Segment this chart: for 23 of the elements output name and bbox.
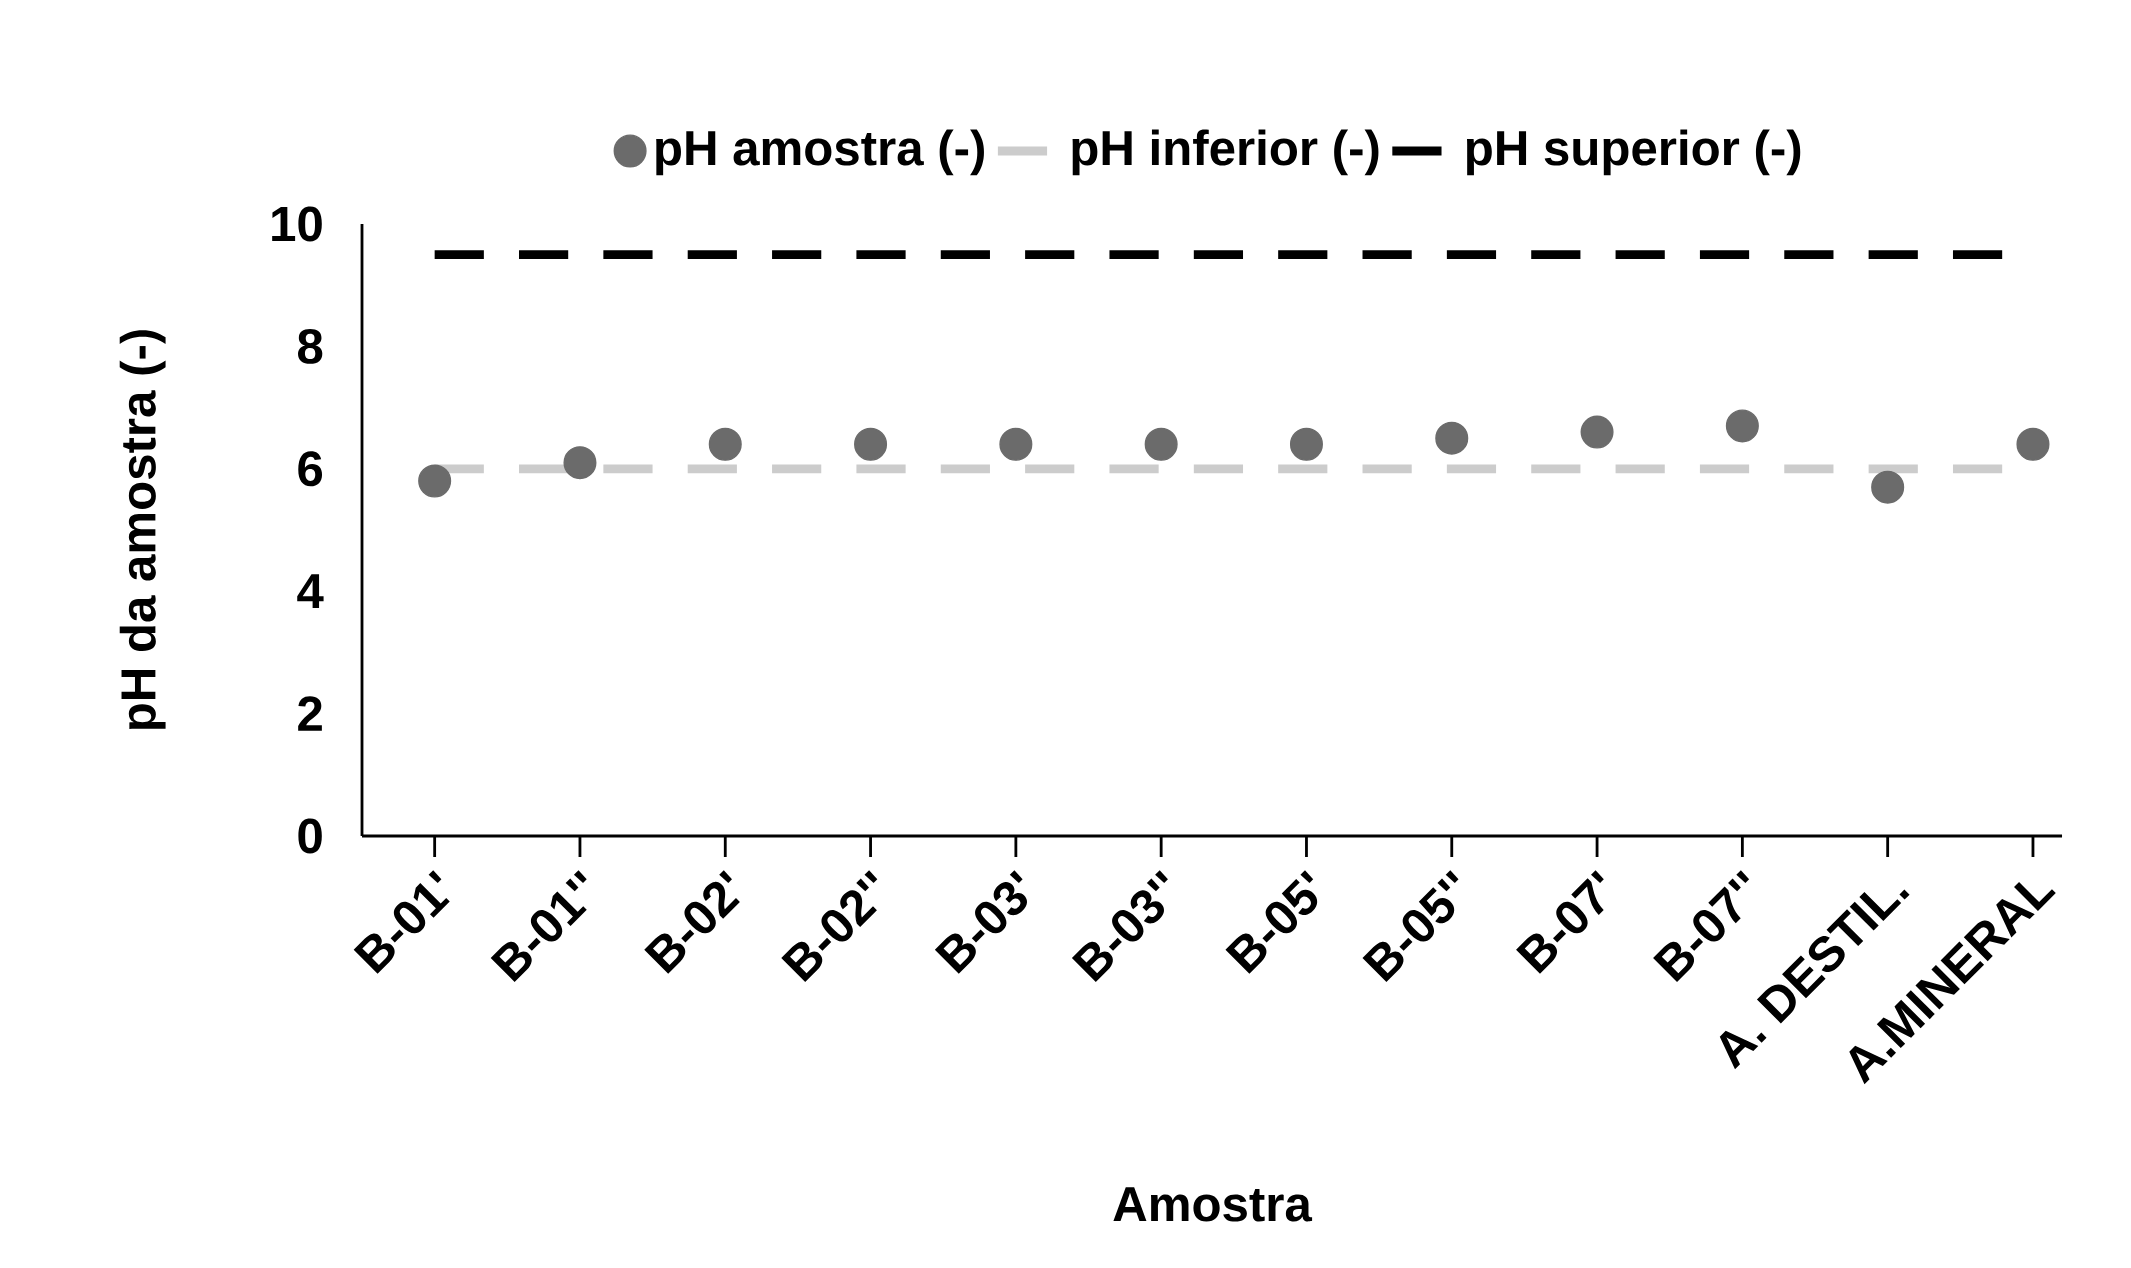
y-tick-label: 0 (298, 818, 322, 854)
point (708, 427, 742, 461)
point (1580, 415, 1614, 449)
point (1725, 409, 1759, 443)
x-axis-title: Amostra (1113, 1187, 1313, 1222)
y-tick-label: 4 (297, 574, 324, 609)
point (999, 427, 1033, 461)
legend-label: pH amostra (-) (656, 129, 984, 176)
y-tick-label: 6 (298, 451, 323, 487)
point (418, 464, 452, 498)
point (1289, 427, 1323, 461)
point (1871, 470, 1905, 504)
y-tick-label: 10 (272, 206, 322, 242)
point (563, 446, 597, 480)
y-tick-label: 8 (298, 328, 323, 364)
point (1144, 427, 1178, 461)
point (854, 427, 888, 461)
y-tick-label: 2 (298, 696, 322, 731)
point (1435, 421, 1469, 455)
y-axis-title: pH da amostra (-) (119, 330, 166, 730)
legend-label: pH superior (-) (1467, 129, 1801, 176)
legend-label: pH inferior (-) (1072, 129, 1379, 176)
point (2016, 427, 2050, 461)
